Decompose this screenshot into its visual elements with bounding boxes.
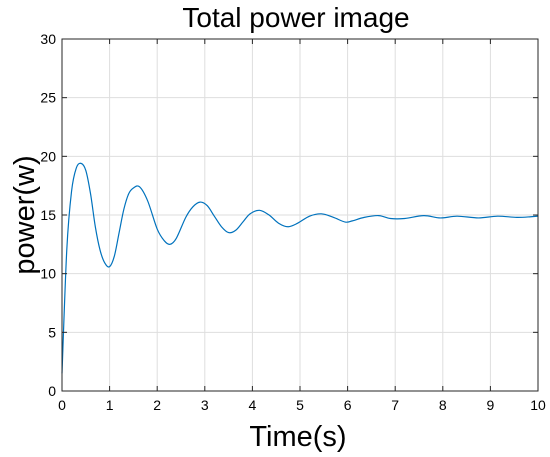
y-tick-label: 15 — [40, 207, 56, 223]
power-series-line — [61, 162, 539, 374]
y-tick-label: 0 — [48, 383, 56, 399]
x-tick-label: 3 — [201, 397, 209, 413]
y-tick-label: 5 — [48, 324, 56, 340]
axis-ticks: 0 1 2 3 4 5 6 7 8 9 10 0 5 10 15 20 25 30 — [40, 31, 546, 413]
x-tick-label: 8 — [439, 397, 447, 413]
x-tick-label: 7 — [391, 397, 399, 413]
x-tick-label: 1 — [106, 397, 114, 413]
grid — [61, 38, 539, 392]
x-tick-label: 10 — [530, 397, 546, 413]
y-tick-label: 25 — [40, 90, 56, 106]
y-tick-label: 30 — [40, 31, 56, 47]
x-tick-label: 4 — [249, 397, 257, 413]
x-tick-label: 6 — [344, 397, 352, 413]
chart-title: Total power image — [182, 2, 409, 33]
x-tick-label: 0 — [58, 397, 66, 413]
y-tick-label: 20 — [40, 148, 56, 164]
x-tick-label: 9 — [487, 397, 495, 413]
x-axis-label: Time(s) — [249, 421, 346, 453]
y-tick-label: 10 — [40, 266, 56, 282]
x-tick-label: 2 — [153, 397, 161, 413]
x-tick-label: 5 — [296, 397, 304, 413]
y-axis-label: power(w) — [9, 155, 41, 274]
